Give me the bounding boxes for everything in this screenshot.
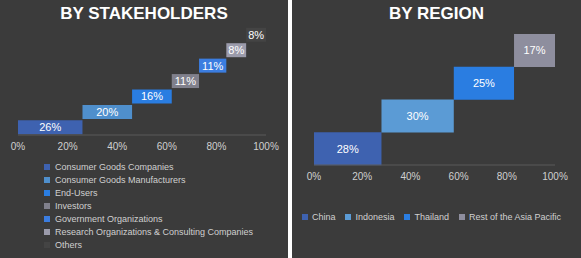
html-text:China: China xyxy=(311,212,336,222)
svg-text:28%: 28% xyxy=(337,143,359,155)
svg-text:0%: 0% xyxy=(11,141,26,152)
html-text:Rest of the Asia Pacific: Rest of the Asia Pacific xyxy=(469,212,562,222)
svg-text:80%: 80% xyxy=(206,141,226,152)
html-text:BY STAKEHOLDERS: BY STAKEHOLDERS xyxy=(60,4,228,23)
html-text:End-Users: End-Users xyxy=(55,187,98,198)
svg-text:20%: 20% xyxy=(96,106,118,118)
html-text:BY REGION: BY REGION xyxy=(389,4,484,23)
html-text:Consumer Goods Manufacturers: Consumer Goods Manufacturers xyxy=(55,174,186,185)
html-text:Others: Others xyxy=(55,239,82,250)
svg-text:100%: 100% xyxy=(253,141,279,152)
html-text:Consumer Goods Companies: Consumer Goods Companies xyxy=(55,161,174,172)
svg-text:0%: 0% xyxy=(307,171,322,182)
svg-text:26%: 26% xyxy=(39,121,61,133)
svg-text:16%: 16% xyxy=(141,90,163,102)
svg-text:20%: 20% xyxy=(352,171,372,182)
svg-text:20%: 20% xyxy=(58,141,78,152)
svg-text:8%: 8% xyxy=(248,29,264,41)
html-text:Research Organizations & Consu: Research Organizations & Consulting Comp… xyxy=(55,226,254,237)
svg-text:25%: 25% xyxy=(473,77,495,89)
svg-text:11%: 11% xyxy=(202,60,223,72)
svg-text:40%: 40% xyxy=(107,141,127,152)
html-text:Government Organizations: Government Organizations xyxy=(55,213,163,224)
html-text:Thailand: Thailand xyxy=(414,212,449,222)
svg-text:8%: 8% xyxy=(228,44,244,56)
html-text:Indonesia: Indonesia xyxy=(355,212,395,222)
svg-text:11%: 11% xyxy=(175,75,196,87)
svg-text:40%: 40% xyxy=(400,171,420,182)
svg-text:17%: 17% xyxy=(523,44,545,56)
svg-text:100%: 100% xyxy=(542,171,568,182)
svg-text:80%: 80% xyxy=(497,171,517,182)
svg-text:30%: 30% xyxy=(407,110,429,122)
svg-text:60%: 60% xyxy=(449,171,469,182)
html-text:Investors: Investors xyxy=(55,200,92,211)
svg-text:60%: 60% xyxy=(157,141,177,152)
